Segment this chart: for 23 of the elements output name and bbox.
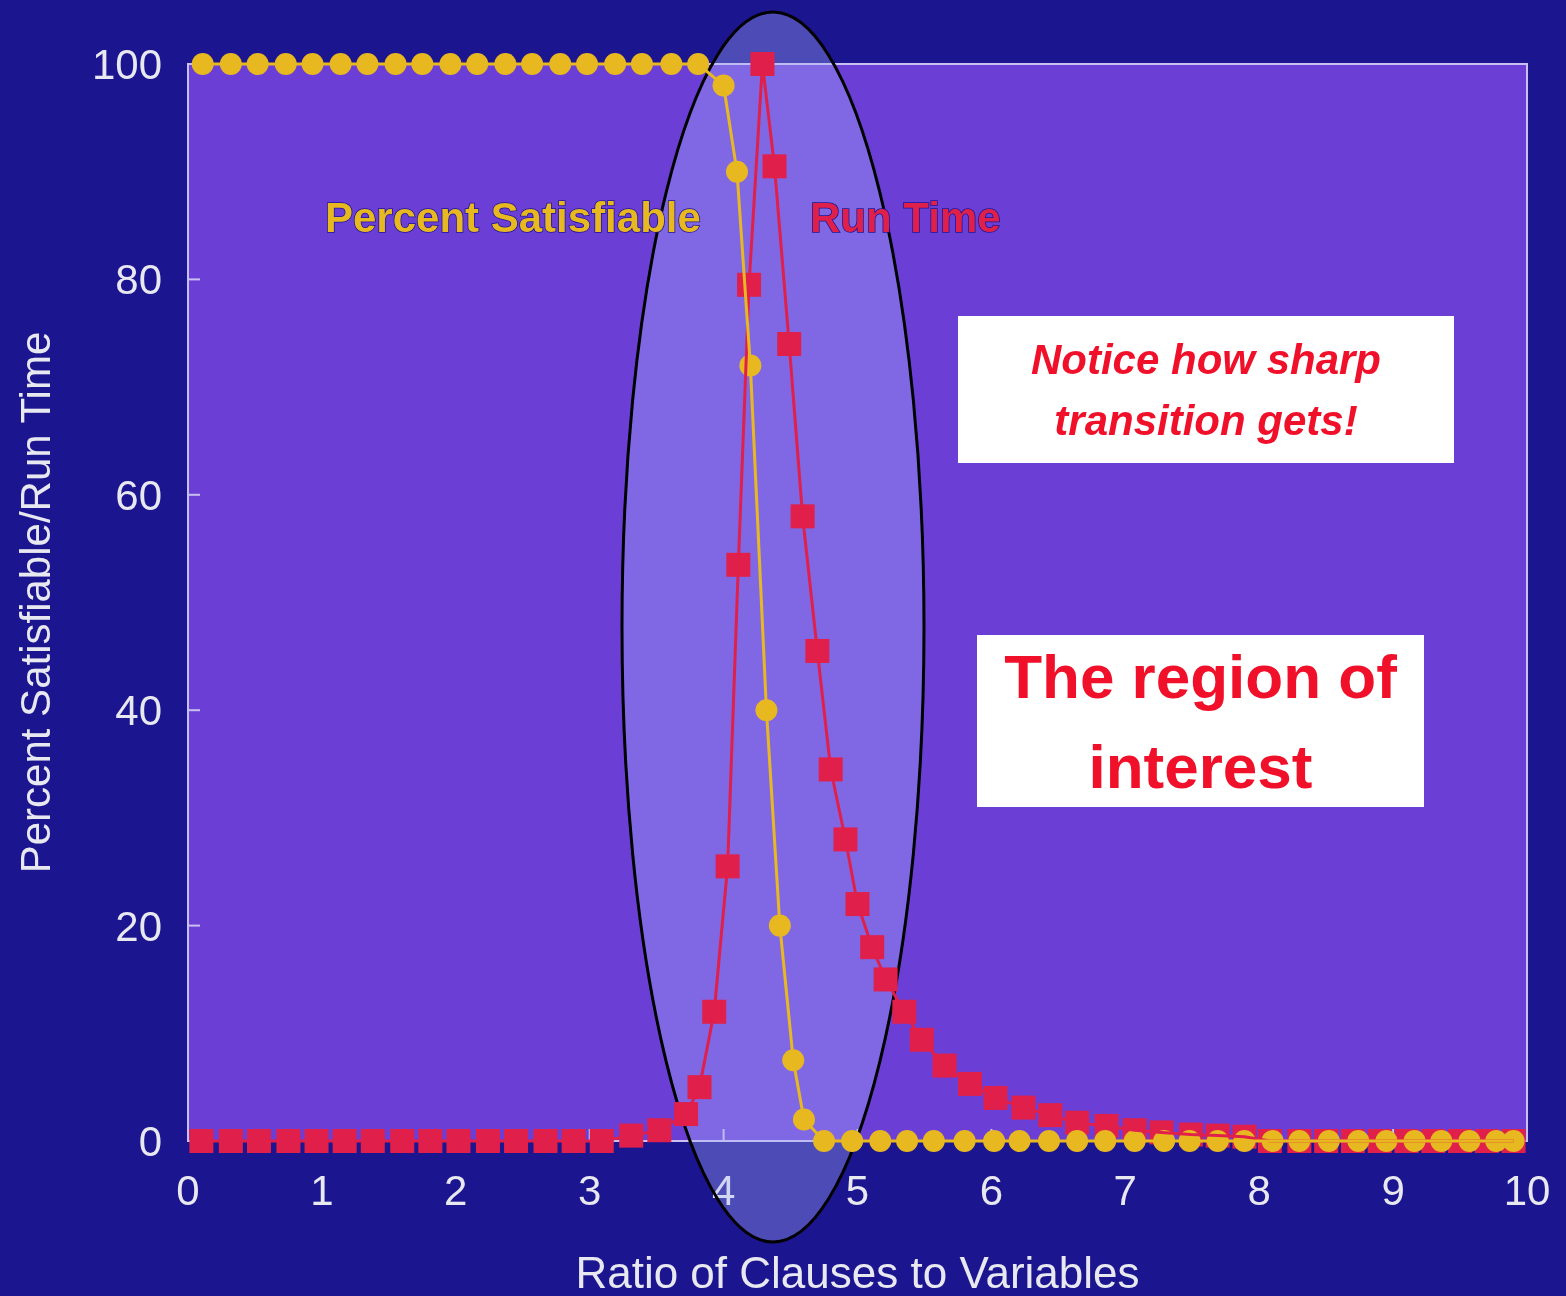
y-tick-label: 80	[115, 256, 162, 304]
y-tick-label: 60	[115, 471, 162, 519]
y-tick-label: 100	[91, 41, 162, 88]
point	[189, 1129, 214, 1153]
x-tick-label: 10	[1503, 1167, 1551, 1214]
x-tick-label: 1	[310, 1167, 334, 1214]
point	[750, 52, 775, 76]
y-tick-label: 0	[138, 1118, 162, 1165]
x-tick-label: 5	[845, 1167, 870, 1214]
x-tick-label: 3	[578, 1167, 602, 1214]
annotation: The region of interest	[1004, 641, 1398, 801]
y-tick-label: 40	[115, 687, 162, 735]
point	[191, 53, 214, 75]
annotation: Notice how sharp transition gets!	[1030, 335, 1382, 444]
x-tick-label: 0	[176, 1167, 200, 1214]
y-tick-label: 20	[115, 902, 162, 950]
x-tick-label: 7	[1113, 1167, 1137, 1214]
x-axis-title: Ratio of Clauses to Variables	[575, 1248, 1140, 1296]
y-axis-title: Percent Satisfiable/Run Time	[12, 331, 59, 874]
x-tick-label: 8	[1247, 1167, 1271, 1214]
x-tick-label: 2	[444, 1167, 468, 1214]
x-tick-label: 9	[1381, 1167, 1405, 1214]
x-tick-label: 6	[979, 1167, 1004, 1214]
